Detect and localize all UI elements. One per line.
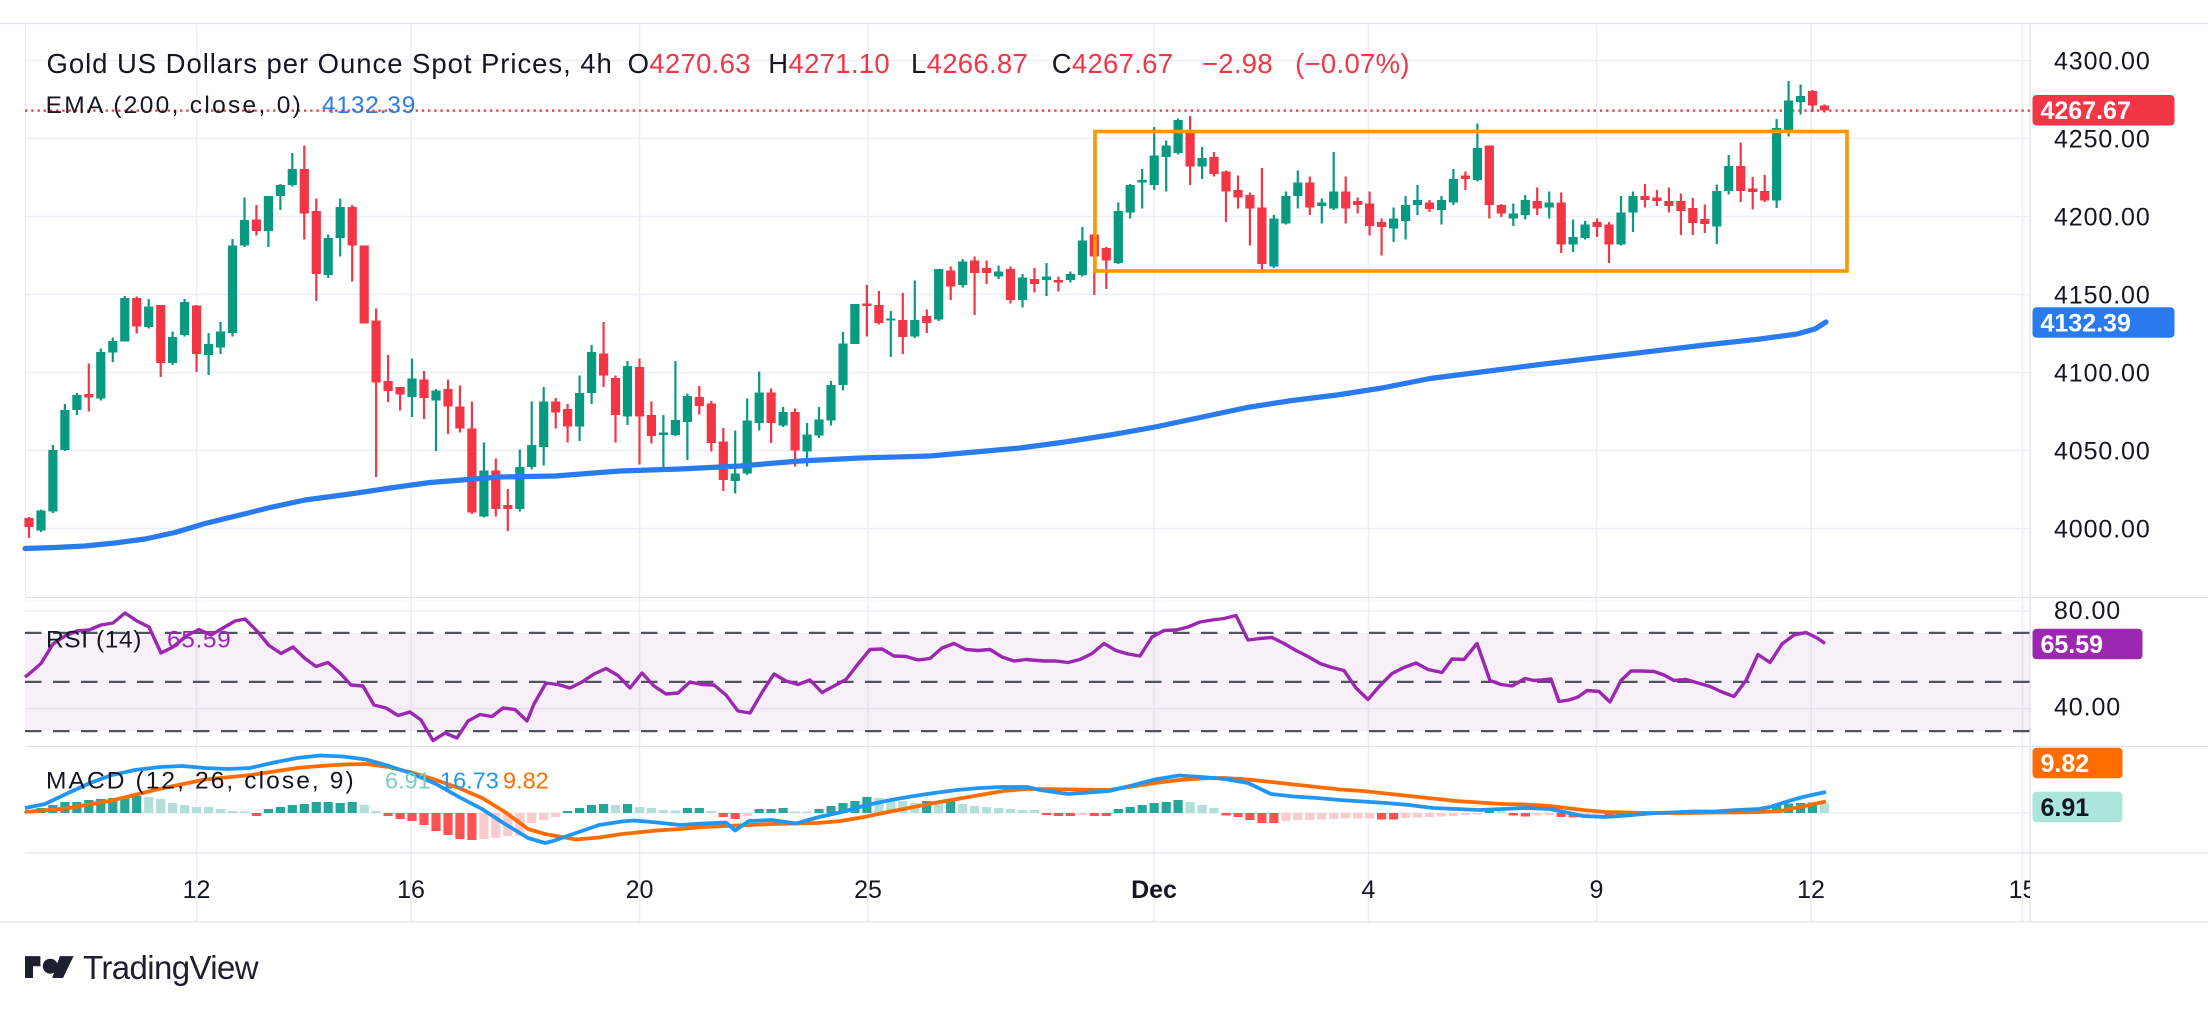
svg-text:40.00: 40.00 [2054, 694, 2121, 722]
svg-text:9: 9 [1590, 876, 1604, 904]
svg-text:H4271.10: H4271.10 [768, 48, 890, 79]
svg-text:20: 20 [626, 876, 654, 904]
svg-text:9.82: 9.82 [2041, 750, 2090, 778]
svg-text:EMA (200, close, 0): EMA (200, close, 0) [46, 92, 304, 119]
svg-text:C4267.67: C4267.67 [1052, 48, 1174, 79]
svg-text:4150.00: 4150.00 [2054, 282, 2151, 310]
svg-text:4000.00: 4000.00 [2054, 516, 2151, 544]
svg-text:65.59: 65.59 [2041, 631, 2104, 659]
svg-text:80.00: 80.00 [2054, 597, 2121, 625]
svg-text:15: 15 [2009, 876, 2037, 904]
svg-text:16: 16 [397, 876, 425, 904]
svg-text:L4266.87: L4266.87 [911, 48, 1028, 79]
svg-text:Dec: Dec [1131, 876, 1177, 904]
svg-text:4250.00: 4250.00 [2054, 126, 2151, 154]
svg-text:4100.00: 4100.00 [2054, 360, 2151, 388]
svg-text:RSI (14): RSI (14) [46, 627, 142, 654]
svg-text:−2.98: −2.98 [1202, 48, 1273, 79]
svg-text:6.91: 6.91 [385, 768, 431, 794]
svg-text:TradingView: TradingView [83, 949, 259, 986]
svg-text:4267.67: 4267.67 [2041, 97, 2131, 125]
svg-text:12: 12 [1797, 876, 1825, 904]
svg-text:4: 4 [1362, 876, 1376, 904]
svg-text:(−0.07%): (−0.07%) [1295, 48, 1410, 79]
svg-text:9.82: 9.82 [503, 768, 549, 794]
svg-text:12: 12 [183, 876, 211, 904]
svg-text:4132.39: 4132.39 [322, 92, 416, 119]
svg-text:65.59: 65.59 [167, 627, 231, 654]
svg-text:O4270.63: O4270.63 [628, 48, 751, 79]
svg-text:16.73: 16.73 [440, 768, 499, 794]
svg-text:4200.00: 4200.00 [2054, 204, 2151, 232]
svg-text:4300.00: 4300.00 [2054, 48, 2151, 76]
svg-text:MACD (12, 26, close, 9): MACD (12, 26, close, 9) [46, 768, 356, 795]
svg-text:4050.00: 4050.00 [2054, 438, 2151, 466]
svg-text:Gold US Dollars per Ounce Spot: Gold US Dollars per Ounce Spot Prices, 4… [47, 48, 613, 79]
svg-text:6.91: 6.91 [2041, 794, 2090, 822]
svg-text:25: 25 [854, 876, 882, 904]
svg-text:4132.39: 4132.39 [2041, 310, 2131, 338]
